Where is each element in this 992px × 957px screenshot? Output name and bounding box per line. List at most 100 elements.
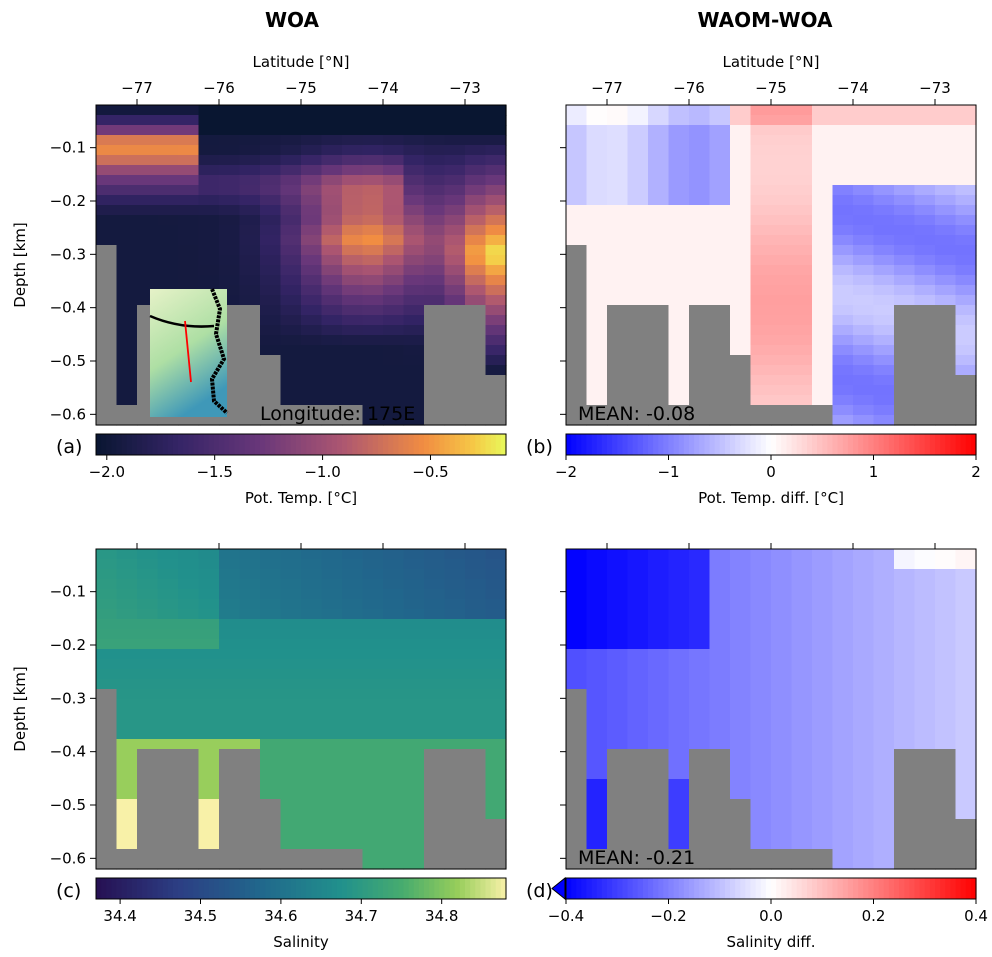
- heatmap-cell: [586, 205, 608, 216]
- heatmap-cell: [403, 205, 425, 216]
- heatmap-cell: [301, 619, 323, 630]
- heatmap-cell: [627, 579, 649, 590]
- land-cell: [137, 829, 159, 840]
- heatmap-cell: [730, 739, 752, 750]
- heatmap-cell: [935, 155, 957, 166]
- heatmap-cell: [771, 619, 793, 630]
- heatmap-cell: [362, 649, 384, 660]
- land-cell: [607, 839, 629, 850]
- lat-tick-label: −73: [449, 79, 481, 97]
- heatmap-cell: [791, 325, 813, 336]
- heatmap-cell: [812, 709, 834, 720]
- heatmap-cell: [260, 315, 282, 326]
- heatmap-cell: [137, 659, 159, 670]
- heatmap-cell: [668, 245, 690, 256]
- heatmap-cell: [383, 225, 405, 236]
- heatmap-cell: [812, 235, 834, 246]
- colorbar-swatch: [965, 434, 972, 455]
- land-cell: [239, 789, 261, 800]
- land-cell: [627, 315, 649, 326]
- heatmap-cell: [403, 265, 425, 276]
- heatmap-cell: [771, 375, 793, 386]
- land-cell: [96, 365, 118, 376]
- colorbar-swatch: [719, 878, 726, 899]
- heatmap-cell: [709, 165, 731, 176]
- colorbar-swatch: [566, 434, 572, 455]
- heatmap-cell: [709, 559, 731, 570]
- heatmap-cell: [689, 639, 711, 650]
- colorbar-swatch: [760, 878, 767, 899]
- land-cell: [137, 789, 159, 800]
- heatmap-cell: [219, 285, 241, 296]
- colorbar-swatch: [152, 878, 159, 899]
- heatmap-cell: [832, 215, 854, 226]
- colorbar-swatch: [668, 878, 675, 899]
- heatmap-cell: [750, 699, 772, 710]
- heatmap-cell: [668, 345, 690, 356]
- heatmap-cell: [157, 719, 179, 730]
- heatmap-cell: [689, 275, 711, 286]
- land-cell: [607, 305, 629, 316]
- colorbar-swatch: [162, 878, 169, 899]
- heatmap-cell: [239, 235, 261, 246]
- heatmap-cell: [342, 609, 364, 620]
- heatmap-cells: [96, 105, 507, 426]
- heatmap-cell: [832, 739, 854, 750]
- heatmap-cell: [157, 679, 179, 690]
- colorbar-swatch: [126, 434, 133, 455]
- heatmap-cell: [668, 145, 690, 156]
- heatmap-cell: [260, 215, 282, 226]
- land-cell: [444, 809, 466, 820]
- heatmap-cell: [485, 245, 507, 256]
- heatmap-cell: [914, 549, 936, 560]
- heatmap-cell: [403, 285, 425, 296]
- heatmap-cell: [750, 729, 772, 740]
- heatmap-cell: [709, 265, 731, 276]
- heatmap-cell: [178, 589, 200, 600]
- heatmap-cell: [894, 719, 916, 730]
- heatmap-cell: [791, 225, 813, 236]
- heatmap-cell: [219, 235, 241, 246]
- heatmap-cell: [96, 569, 118, 580]
- heatmap-cell: [832, 679, 854, 690]
- heatmap-cell: [157, 649, 179, 660]
- panel-label: (b): [526, 436, 553, 458]
- land-cell: [812, 415, 834, 426]
- land-cell: [914, 305, 936, 316]
- heatmap-cell: [750, 649, 772, 660]
- land-cell: [935, 769, 957, 780]
- heatmap-cell: [648, 689, 670, 700]
- heatmap-cell: [342, 325, 364, 336]
- heatmap-cell: [730, 235, 752, 246]
- heatmap-cell: [894, 659, 916, 670]
- land-cell: [935, 355, 957, 366]
- land-cell: [894, 759, 916, 770]
- heatmap-cell: [403, 295, 425, 306]
- heatmap-cell: [607, 619, 629, 630]
- heatmap-cell: [894, 185, 916, 196]
- heatmap-cell: [873, 599, 895, 610]
- heatmap-cell: [771, 335, 793, 346]
- land-cell: [709, 779, 731, 790]
- colorbar-swatch: [576, 434, 582, 455]
- land-cell: [914, 819, 936, 830]
- heatmap-cell: [383, 205, 405, 216]
- colorbar-swatch: [678, 878, 685, 899]
- heatmap-cell: [750, 365, 772, 376]
- colorbar-swatch: [321, 878, 328, 899]
- heatmap-cell: [198, 105, 220, 116]
- heatmap-cell: [648, 185, 670, 196]
- heatmap-cell: [832, 759, 854, 770]
- heatmap-cell: [873, 205, 895, 216]
- heatmap-cell: [607, 559, 629, 570]
- land-cell: [689, 345, 711, 356]
- land-cell: [239, 749, 261, 760]
- heatmap-cell: [465, 185, 487, 196]
- heatmap-cell: [812, 105, 834, 116]
- land-cell: [116, 415, 138, 426]
- colorbar-swatch: [632, 434, 639, 455]
- heatmap-cell: [812, 659, 834, 670]
- land-cell: [96, 799, 118, 810]
- heatmap-cell: [219, 255, 241, 266]
